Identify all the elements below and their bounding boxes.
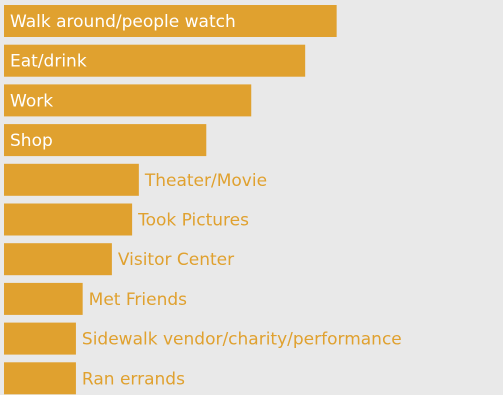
bars-group xyxy=(4,5,337,395)
bar-1 xyxy=(4,44,306,77)
bar-label-2: Work xyxy=(10,91,53,111)
bar-0 xyxy=(4,5,337,37)
bar-4 xyxy=(4,163,139,196)
bar-label-8: Sidewalk vendor/charity/performance xyxy=(82,330,402,350)
bar-label-1: Eat/drink xyxy=(10,52,87,72)
labels-group: Walk around/people watch Eat/drink Work Sho… xyxy=(10,12,402,389)
bar-label-9: Ran errands xyxy=(82,369,185,389)
bar-label-0: Walk around/people watch xyxy=(10,12,236,32)
bar-label-4: Theater/Movie xyxy=(144,171,267,191)
bar-label-3: Shop xyxy=(10,131,53,151)
bar-7 xyxy=(4,282,83,315)
bar-5 xyxy=(4,203,133,236)
bar-9 xyxy=(4,362,76,395)
bar-2 xyxy=(4,84,252,117)
bar-label-5: Took Pictures xyxy=(137,211,249,231)
bar-8 xyxy=(4,322,76,355)
bar-3 xyxy=(4,124,207,157)
bar-6 xyxy=(4,243,112,276)
bar-label-6: Visitor Center xyxy=(118,250,234,270)
bar-label-7: Met Friends xyxy=(89,290,187,310)
